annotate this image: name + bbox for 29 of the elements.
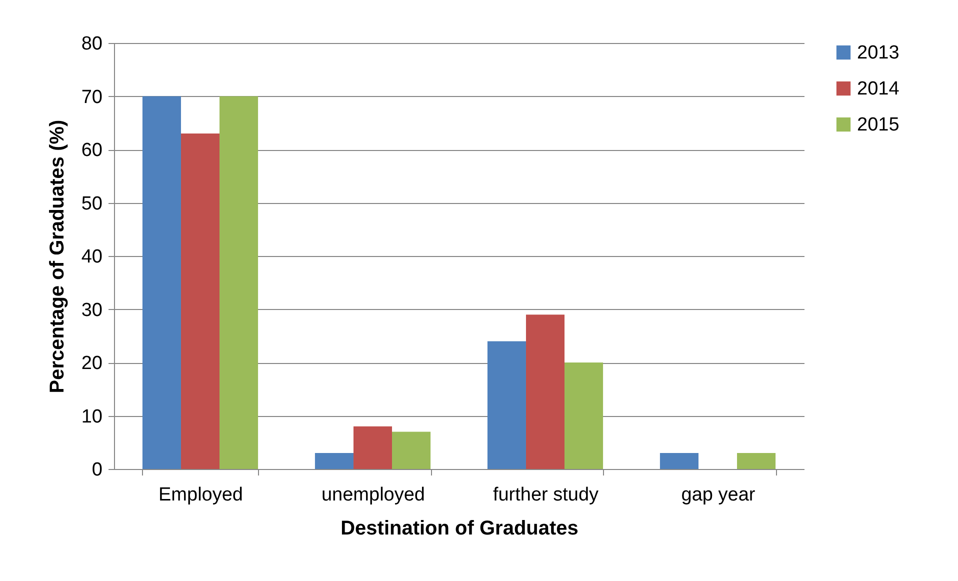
x-tick-label: gap year <box>681 484 756 506</box>
x-axis-title: Destination of Graduates <box>340 518 578 540</box>
bar <box>737 453 776 469</box>
legend-label: 2014 <box>857 78 900 100</box>
legend-label: 2015 <box>857 114 900 136</box>
x-tick-label: unemployed <box>321 484 426 506</box>
y-tick-label: 40 <box>81 246 102 268</box>
y-tick-label: 60 <box>81 140 102 161</box>
bar <box>564 362 604 469</box>
y-tick-label: 80 <box>81 34 102 54</box>
y-tick-label: 20 <box>81 353 102 374</box>
bar <box>220 96 258 469</box>
y-tick-label: 50 <box>81 193 102 214</box>
bar <box>353 426 392 469</box>
x-tick-label: further study <box>492 484 600 506</box>
bar <box>314 453 354 469</box>
y-tick-label: 70 <box>81 86 102 108</box>
bar <box>487 341 526 469</box>
legend-label: 2013 <box>857 42 900 64</box>
bar <box>392 432 431 469</box>
bar <box>660 453 698 469</box>
y-tick-label: 10 <box>81 406 102 428</box>
y-tick-label: 0 <box>92 460 102 480</box>
y-tick-label: 30 <box>81 300 102 321</box>
x-tick-label: Employed <box>158 484 243 506</box>
y-axis-title: Percentage of Graduates (%) <box>46 120 68 394</box>
bar <box>526 314 565 469</box>
bar <box>142 96 181 469</box>
bar <box>180 134 220 469</box>
